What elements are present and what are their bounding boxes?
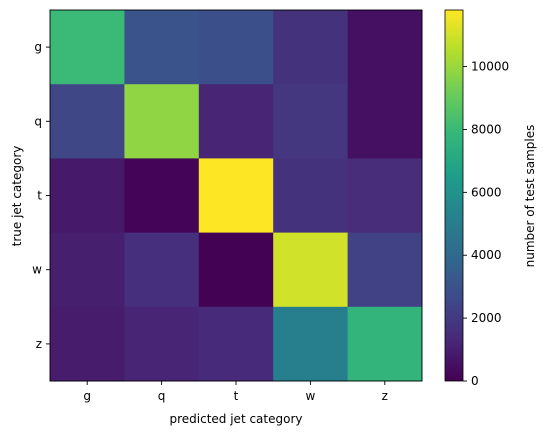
x-tick-label: t <box>234 389 239 403</box>
heatmap-cell <box>124 84 200 159</box>
y-tick-label: w <box>32 263 42 277</box>
x-tick-label: z <box>382 389 388 403</box>
heatmap-cell <box>50 158 125 234</box>
heatmap-cell <box>124 306 200 382</box>
heatmap-cells <box>50 10 423 382</box>
x-axis-label: predicted jet category <box>169 412 302 426</box>
heatmap-cell <box>198 306 274 382</box>
y-axis-ticks: g q t w z <box>32 40 50 351</box>
colorbar-tick-label: 4000 <box>471 248 502 262</box>
x-tick-label: g <box>83 389 91 403</box>
colorbar-tick-label: 10000 <box>471 60 509 74</box>
colorbar <box>444 9 464 382</box>
heatmap-cell <box>273 232 349 308</box>
heatmap-cell <box>124 232 200 308</box>
heatmap-cell <box>50 10 125 85</box>
y-tick-label: z <box>36 337 42 351</box>
heatmap-cell <box>347 84 423 159</box>
heatmap-cell <box>50 84 125 159</box>
y-axis-label: true jet category <box>10 146 24 247</box>
x-tick-label: q <box>158 389 166 403</box>
heatmap-cell <box>273 306 349 382</box>
heatmap-cell <box>50 306 125 382</box>
heatmap-cell <box>198 84 274 159</box>
colorbar-ticks: 0 2000 4000 6000 8000 10000 <box>463 60 509 388</box>
colorbar-label: number of test samples <box>523 125 537 268</box>
heatmap-cell <box>198 10 274 85</box>
heatmap-cell <box>347 10 423 85</box>
colorbar-tick-label: 8000 <box>471 122 502 136</box>
colorbar-tick-label: 2000 <box>471 311 502 325</box>
colorbar-tick-label: 6000 <box>471 185 502 199</box>
x-tick-label: w <box>305 389 315 403</box>
heatmap-cell <box>273 84 349 159</box>
heatmap-cell <box>50 232 125 308</box>
heatmap-cell <box>273 10 349 85</box>
heatmap-cell <box>347 158 423 234</box>
heatmap-cell <box>198 232 274 308</box>
heatmap-cell <box>198 158 274 234</box>
colorbar-tick-label: 0 <box>471 374 479 388</box>
y-tick-label: g <box>34 40 42 54</box>
heatmap-cell <box>347 306 423 382</box>
y-tick-label: t <box>37 189 42 203</box>
heatmap-cell <box>273 158 349 234</box>
heatmap-cell <box>124 10 200 85</box>
heatmap-cell <box>347 232 423 308</box>
heatmap-cell <box>124 158 200 234</box>
y-tick-label: q <box>34 114 42 128</box>
